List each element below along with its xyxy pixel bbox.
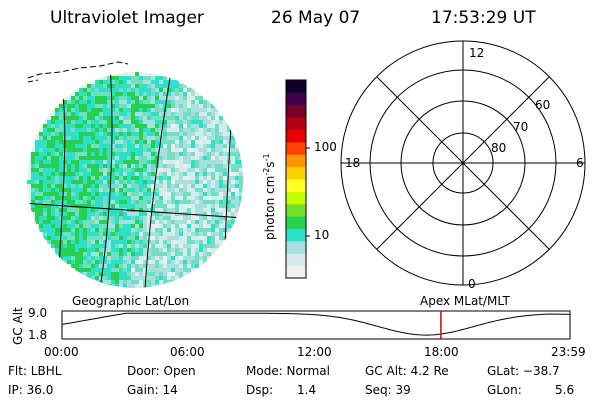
unit-s: s [263,161,277,168]
apex-caption: Apex MLat/MLT [420,294,510,308]
geo-caption: Geographic Lat/Lon [72,294,190,308]
time-tick-1: 06:00 [170,345,205,359]
time-label: 17:53:29 UT [431,8,536,28]
polar-label-12: 12 [469,46,485,60]
polar-lat-80: 80 [491,141,507,155]
coastline-line-2 [27,79,39,83]
color-scale-segment [286,117,306,131]
altitude-timeline [61,310,571,340]
polar-lat-60: 60 [535,98,551,112]
color-scale-segment [286,141,306,155]
coastline-line [27,61,129,79]
color-scale-segment [286,253,306,267]
date-label: 26 May 07 [271,8,361,28]
color-scale-segment [286,216,306,230]
status-glon-value: 5.6 [555,383,575,397]
color-scale-segment [286,104,306,118]
color-scale-segment [286,166,306,180]
polar-grid [340,40,586,286]
color-scale-segment [286,203,306,217]
time-tick-2: 12:00 [297,345,332,359]
unit-exp1: -2 [262,167,271,176]
status-dsp-label: Dsp: [246,383,274,397]
color-scale-segment [286,179,306,192]
status-glon-label: GLon: [487,383,522,397]
polar-label-18: 18 [345,156,361,170]
color-scale-segment [286,240,306,254]
color-scale-segment [286,228,306,242]
status-gain: Gain: 14 [127,383,178,397]
color-scale-segment [286,129,306,143]
status-glat: GLat: −38.7 [487,364,560,378]
unit-text: photon cm [263,175,277,240]
color-scale-segment [286,191,306,205]
colorbar-tick-10-label: 10 [314,228,330,242]
polar-label-6: 6 [576,156,584,170]
time-tick-3: 18:00 [424,345,459,359]
instrument-title: Ultraviolet Imager [50,8,204,28]
y-top-label: 9.0 [28,306,48,320]
color-scale-segment [286,154,306,168]
polar-lat-70: 70 [513,120,529,134]
unit-exp2: -1 [262,153,271,162]
y-bottom-label: 1.8 [28,328,48,342]
color-scale-bar [286,80,306,279]
status-flt: Flt: LBHL [8,364,62,378]
color-scale-segment [286,80,306,93]
status-ip: IP: 36.0 [8,383,54,397]
time-tick-4: 23:59 [551,345,586,359]
status-door: Door: Open [127,364,196,378]
status-seq: Seq: 39 [365,383,411,397]
gc-alt-axis-label: GC Alt [11,307,25,345]
color-scale-frame [285,79,307,279]
colorbar-unit-label: photon cm-2s-1 [262,153,277,240]
color-scale-segment [286,92,306,106]
uv-image-disk [27,61,243,288]
status-gc-alt: GC Alt: 4.2 Re [365,364,449,378]
color-scale-segment [286,265,306,279]
polar-label-0: 0 [468,277,476,291]
status-dsp-value: 1.4 [297,383,317,397]
status-mode: Mode: Normal [246,364,330,378]
time-tick-0: 00:00 [44,345,79,359]
colorbar-tick-100-label: 100 [314,140,337,154]
